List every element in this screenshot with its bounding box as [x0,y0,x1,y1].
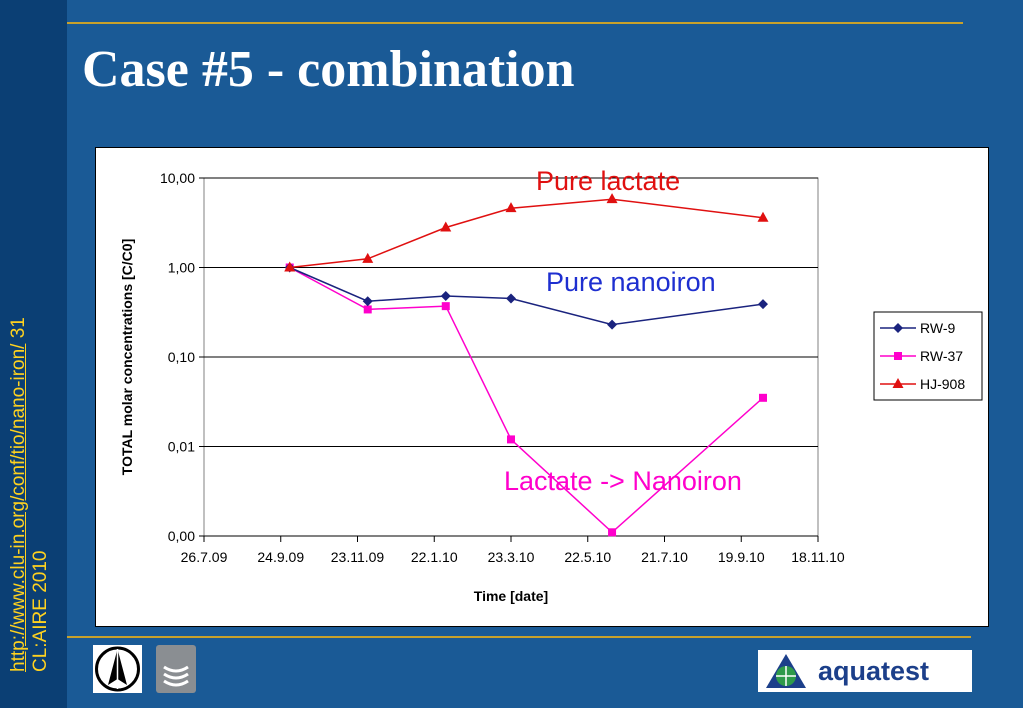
x-tick-label: 24.9.09 [257,549,304,565]
y-tick-label: 10,00 [160,170,195,186]
legend: RW-9 RW-37 HJ-908 [873,311,983,401]
legend-marker [894,352,902,360]
axis-layer: 10,00 1,00 0,10 0,01 0,00 26.7.09 24.9.09 23.11… [119,170,845,604]
legend-marker [892,378,904,388]
globe-triangle-icon [766,654,806,688]
data-point-rw-9 [506,293,516,304]
compass-logo-icon [95,646,140,692]
side-caption: http://www.clu-in.org/conf/tio/nano-iron… [8,202,52,672]
institute-logo [93,645,142,693]
data-point-rw-37 [441,302,450,311]
y-axis-label: TOTAL molar concentrations [C/C0] [119,239,135,475]
data-point-hj-908 [757,211,769,222]
annotation-layer: Pure lactate Pure nanoiron Lactate -> Nano… [504,166,742,496]
data-point-hj-908 [440,221,452,232]
side-url-link[interactable]: http://www.clu-in.org/conf/tio/nano-iron… [8,343,29,672]
x-tick-label: 21.7.10 [641,549,688,565]
data-point-rw-9 [440,291,451,302]
x-tick-label: 22.1.10 [411,549,458,565]
x-tick-label: 23.11.09 [331,549,385,565]
chart-panel: 10,00 1,00 0,10 0,01 0,00 26.7.09 24.9.09 23.11… [95,147,989,627]
annotation-label: Lactate -> Nanoiron [504,466,742,496]
series-line-hj-908 [289,198,764,269]
data-point-rw-37 [758,393,767,402]
data-point-hj-908 [606,193,618,204]
annotation-label: Pure nanoiron [546,267,716,297]
bottom-rule [67,636,971,638]
aquatest-logo: aquatest [758,650,972,692]
page-title: Case #5 - combination [82,41,575,98]
x-tick-label: 19.9.10 [718,549,765,565]
data-point-rw-37 [507,435,515,444]
legend-entry-label: RW-9 [920,320,955,336]
data-point-rw-9 [757,299,768,310]
series-line-rw-9 [289,266,764,326]
legend-marker [893,323,903,333]
wave-logo [156,645,196,693]
side-page-number: 31 [8,317,29,339]
x-tick-label: 18.11.10 [791,549,845,565]
x-tick-label: 23.3.10 [488,549,535,565]
x-axis-label: Time [date] [474,588,548,604]
data-point-rw-37 [363,305,372,314]
line-chart: 10,00 1,00 0,10 0,01 0,00 26.7.09 24.9.09 23.11… [119,166,983,604]
logo-text: aquatest [818,656,930,686]
data-point-hj-908 [505,202,517,213]
legend-entry-label: HJ-908 [920,376,965,392]
series-line-rw-37 [289,266,764,534]
legend-entry-label: RW-37 [920,348,963,364]
data-point-rw-9 [362,296,373,307]
y-tick-label: 0,10 [168,349,195,365]
series-layer [284,193,769,537]
data-point-rw-9 [607,319,618,330]
top-rule [67,22,963,24]
wave-logo-icon [163,665,189,687]
y-tick-label: 0,00 [168,528,195,544]
annotation-label: Pure lactate [536,166,680,196]
side-footer: CL:AIRE 2010 [30,550,51,672]
y-tick-label: 1,00 [168,260,195,276]
data-point-hj-908 [284,261,296,272]
x-tick-label: 22.5.10 [564,549,611,565]
left-band [0,0,67,708]
data-point-hj-908 [362,252,374,263]
data-point-rw-37 [608,528,617,537]
y-tick-label: 0,01 [168,439,195,455]
x-tick-label: 26.7.09 [181,549,228,565]
